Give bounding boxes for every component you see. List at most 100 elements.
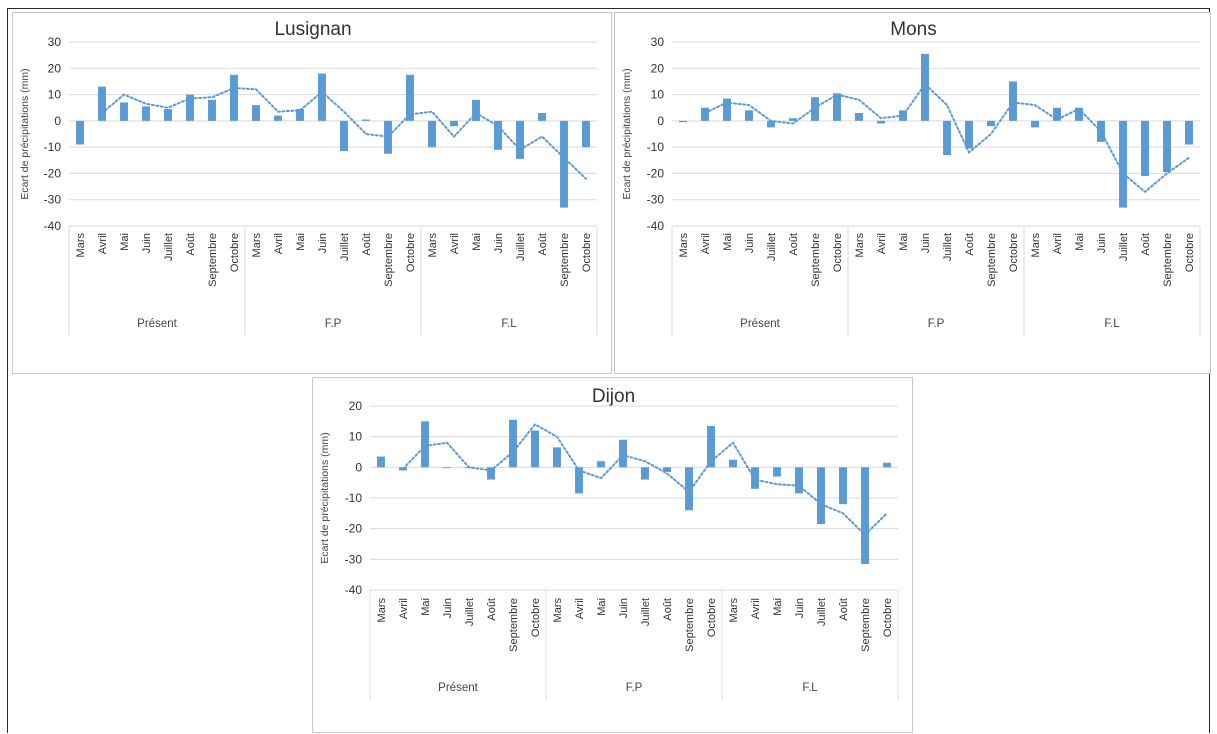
bar-fl-5[interactable]: [839, 467, 847, 505]
x-category-label: Avril: [97, 233, 109, 254]
x-category-label: Octobre: [581, 233, 593, 272]
x-category-label: Mars: [678, 233, 690, 258]
bar-prsent-1[interactable]: [98, 86, 106, 121]
bar-prsent-3[interactable]: [443, 467, 451, 469]
bar-prsent-0[interactable]: [679, 120, 687, 123]
x-category-label: Mars: [376, 598, 388, 623]
bar-fl-2[interactable]: [1075, 107, 1083, 121]
bar-prsent-4[interactable]: [164, 109, 172, 121]
bar-prsent-2[interactable]: [120, 102, 128, 121]
bar-fl-7[interactable]: [883, 462, 891, 468]
bar-fp-0[interactable]: [553, 447, 561, 468]
x-category-label: Avril: [273, 233, 285, 254]
y-tick-label: 0: [54, 114, 61, 128]
bar-prsent-1[interactable]: [701, 107, 709, 121]
bar-fp-3[interactable]: [921, 53, 929, 121]
bar-prsent-3[interactable]: [745, 110, 753, 121]
bar-prsent-0[interactable]: [377, 456, 385, 468]
bar-fp-6[interactable]: [987, 120, 995, 127]
bar-fp-1[interactable]: [274, 115, 282, 121]
bar-fl-1[interactable]: [1053, 107, 1061, 121]
bar-fp-0[interactable]: [855, 112, 863, 121]
bar-fp-5[interactable]: [965, 120, 973, 149]
x-category-label: Juin: [744, 233, 756, 253]
x-category-label: Mars: [427, 233, 439, 258]
bar-fl-4[interactable]: [1119, 120, 1127, 208]
y-tick-label: -10: [647, 140, 665, 154]
bar-fl-6[interactable]: [560, 120, 568, 208]
bar-fl-5[interactable]: [538, 112, 546, 121]
x-category-label: Mai: [772, 598, 784, 616]
bar-fl-2[interactable]: [773, 467, 781, 477]
bar-prsent-6[interactable]: [208, 99, 216, 121]
bar-fl-1[interactable]: [450, 120, 458, 127]
bar-prsent-5[interactable]: [186, 94, 194, 121]
bar-fl-3[interactable]: [494, 120, 502, 150]
bar-fp-7[interactable]: [707, 425, 715, 468]
y-axis-label: Ecart de précipitations (mm): [319, 432, 331, 563]
bar-fp-7[interactable]: [406, 74, 414, 121]
bar-fp-3[interactable]: [619, 439, 627, 468]
group-label: F.P: [325, 318, 342, 330]
bar-prsent-6[interactable]: [811, 97, 819, 121]
y-axis-label: Ecart de précipitations (mm): [19, 68, 31, 199]
x-category-label: Juillet: [942, 233, 954, 261]
bar-fp-5[interactable]: [663, 467, 671, 472]
bar-prsent-7[interactable]: [531, 430, 539, 468]
bar-fp-0[interactable]: [252, 105, 260, 121]
x-category-label: Juin: [493, 233, 505, 253]
y-axis-label: Ecart de précipitations (mm): [621, 68, 633, 199]
chart-panel-lusignan: Lusignan 30 20 10 0 -10 -20 -30 -40 Ecart de préc…: [12, 12, 612, 374]
bar-fl-3[interactable]: [795, 467, 803, 494]
x-category-label: Juillet: [640, 598, 652, 626]
bar-prsent-2[interactable]: [723, 98, 731, 121]
bar-fl-6[interactable]: [861, 467, 869, 564]
x-category-label: Juin: [1096, 233, 1108, 253]
bar-prsent-4[interactable]: [767, 120, 775, 128]
y-tick-label: 20: [48, 61, 62, 75]
bar-fl-6[interactable]: [1163, 120, 1171, 173]
x-category-label: Août: [1140, 233, 1152, 256]
x-category-label: Avril: [700, 233, 712, 254]
bar-fp-1[interactable]: [877, 120, 885, 124]
x-category-label: Septembre: [1162, 233, 1174, 287]
x-category-label: Octobre: [1008, 233, 1020, 272]
bar-prsent-2[interactable]: [421, 421, 429, 468]
bar-fl-0[interactable]: [1031, 120, 1039, 128]
bar-fp-5[interactable]: [362, 119, 370, 121]
x-category-label: Septembre: [684, 598, 696, 652]
bar-fp-2[interactable]: [597, 461, 605, 468]
x-category-label: Juillet: [766, 233, 778, 261]
bar-fl-2[interactable]: [472, 99, 480, 121]
bar-fl-7[interactable]: [582, 120, 590, 148]
bar-fl-0[interactable]: [729, 459, 737, 468]
bar-fp-6[interactable]: [384, 120, 392, 154]
y-tick-label: 20: [651, 61, 665, 75]
bar-fp-4[interactable]: [340, 120, 348, 152]
bar-fp-4[interactable]: [943, 120, 951, 156]
bar-prsent-6[interactable]: [509, 419, 517, 468]
bar-fp-1[interactable]: [575, 467, 583, 494]
bar-fl-5[interactable]: [1141, 120, 1149, 177]
y-tick-label: -10: [345, 491, 363, 505]
bar-fl-0[interactable]: [428, 120, 436, 148]
bar-fl-4[interactable]: [516, 120, 524, 159]
bar-prsent-5[interactable]: [487, 467, 495, 480]
x-category-label: Mai: [596, 598, 608, 616]
bar-fp-3[interactable]: [318, 73, 326, 121]
bar-prsent-3[interactable]: [142, 106, 150, 121]
bar-prsent-5[interactable]: [789, 118, 797, 121]
bar-fp-2[interactable]: [296, 109, 304, 121]
y-tick-label: 30: [651, 35, 665, 49]
bar-prsent-7[interactable]: [230, 74, 238, 121]
x-category-label: Août: [662, 598, 674, 621]
y-tick-label: -20: [345, 522, 363, 536]
bar-fp-6[interactable]: [685, 467, 693, 511]
bar-fp-4[interactable]: [641, 467, 649, 480]
bar-fp-7[interactable]: [1009, 81, 1017, 121]
bar-fl-7[interactable]: [1185, 120, 1193, 145]
bar-prsent-7[interactable]: [833, 93, 841, 121]
bar-prsent-0[interactable]: [76, 120, 84, 145]
bar-fl-4[interactable]: [817, 467, 825, 525]
group-label: Présent: [137, 318, 177, 330]
